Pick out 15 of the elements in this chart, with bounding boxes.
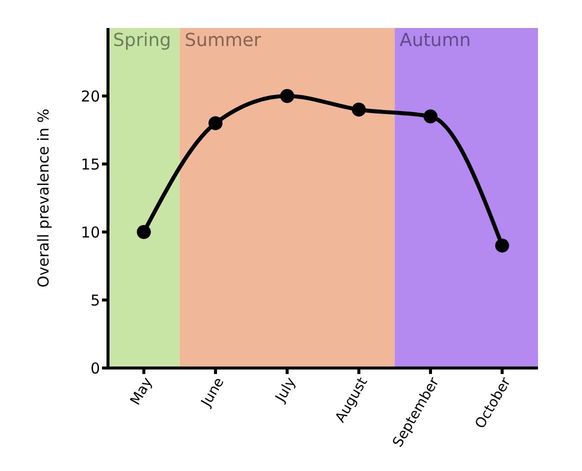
point <box>424 109 438 124</box>
point <box>352 102 366 117</box>
y-tick-label: 15 <box>80 155 100 174</box>
y-tick-label: 20 <box>80 87 100 106</box>
y-axis-title: Overall prevalence in % <box>34 108 52 288</box>
band-label: Summer <box>184 30 262 51</box>
point <box>208 116 222 130</box>
y-tick-label: 0 <box>90 359 100 378</box>
y-tick-label: 5 <box>90 291 100 310</box>
band-label: Autumn <box>400 30 471 51</box>
point <box>136 225 151 239</box>
y-tick-label: 10 <box>80 223 100 242</box>
point <box>495 238 510 253</box>
point <box>280 89 294 103</box>
band-label: Spring <box>113 30 172 51</box>
